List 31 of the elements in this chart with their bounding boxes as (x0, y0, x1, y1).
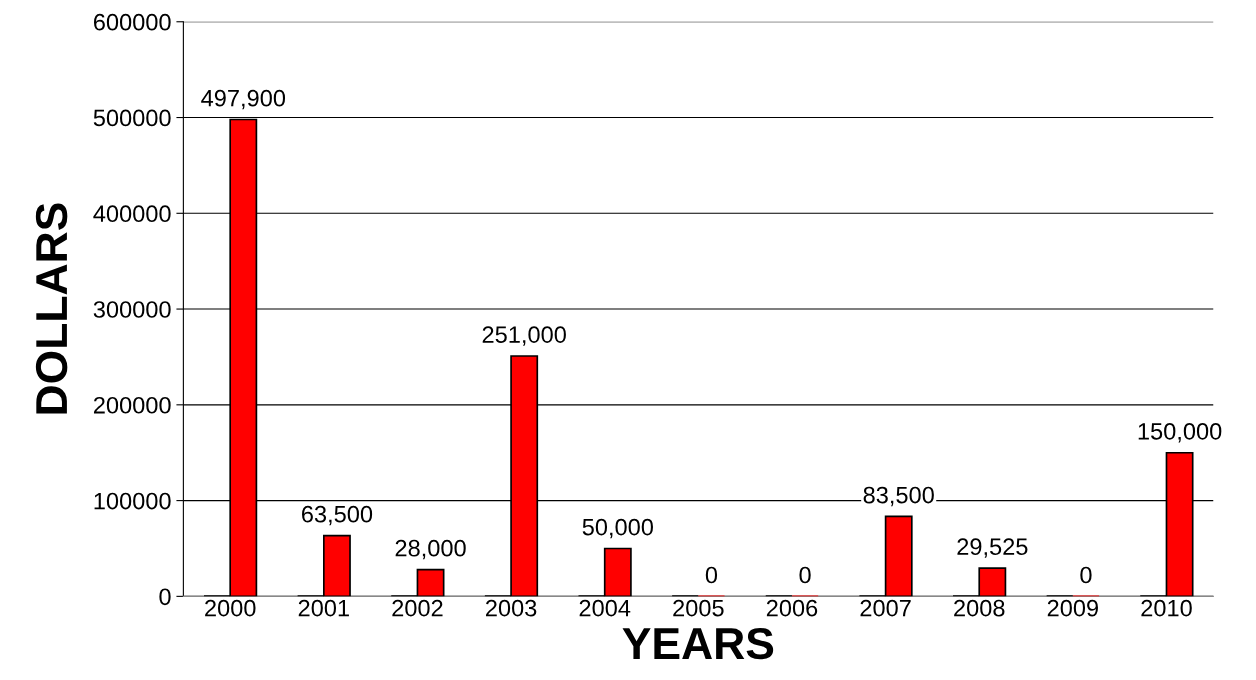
y-tick-label: 100000 (94, 492, 171, 510)
data-label: 0 (1080, 566, 1092, 584)
data-label: 50,000 (582, 518, 653, 539)
data-label: 0 (705, 566, 718, 584)
y-tick-label: 500000 (93, 109, 171, 127)
y-tick-label: 300000 (93, 301, 171, 318)
data-label: 28,000 (395, 539, 466, 560)
x-tick-label: 2002 (392, 599, 443, 617)
data-label: 150,000 (1138, 422, 1222, 443)
y-tick-label: 400000 (93, 205, 171, 223)
data-label: 29,525 (957, 538, 1028, 558)
data-label: 251,000 (482, 326, 566, 346)
data-label: 63,500 (302, 505, 373, 526)
x-tick-label: 2007 (860, 599, 911, 617)
data-label: 497,900 (201, 89, 286, 110)
data-label: 0 (799, 566, 811, 584)
x-tick-label: 2005 (673, 599, 724, 617)
x-tick-label: 2009 (1047, 599, 1098, 617)
x-axis-title: YEARS (622, 627, 774, 660)
x-tick-label: 2000 (205, 599, 256, 617)
y-tick-label: 200000 (93, 396, 171, 414)
x-tick-label: 2010 (1141, 599, 1192, 617)
x-tick-label: 2004 (579, 599, 631, 617)
x-tick-label: 2008 (954, 599, 1005, 617)
y-tick-label: 0 (159, 588, 171, 606)
y-axis-title: DOLLARS (35, 203, 68, 414)
y-tick-label: 600000 (93, 13, 171, 31)
x-tick-label: 2001 (298, 599, 349, 617)
x-tick-label: 2003 (486, 599, 537, 617)
x-tick-label: 2006 (766, 599, 818, 617)
data-label: 83,500 (863, 486, 934, 507)
